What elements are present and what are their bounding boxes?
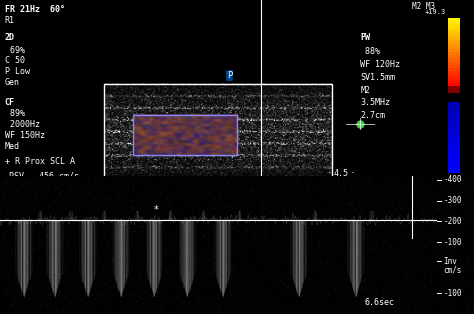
Bar (448, 24, 460, 28)
Text: P Low: P Low (5, 68, 30, 76)
Bar (448, 99, 460, 102)
Bar (448, 142, 460, 145)
Text: Inv: Inv (443, 257, 457, 266)
Text: 89%: 89% (5, 109, 25, 118)
Bar (448, 68, 460, 71)
Text: 4.5: 4.5 (334, 170, 349, 178)
Bar (448, 34, 460, 37)
Text: 2000Hz: 2000Hz (5, 120, 40, 129)
Bar (448, 167, 460, 170)
Bar (448, 58, 460, 62)
Text: 3.5MHz: 3.5MHz (360, 98, 390, 107)
Text: FR 21Hz  60°: FR 21Hz 60° (5, 5, 65, 14)
Text: WF 120Hz: WF 120Hz (360, 60, 400, 69)
Bar (448, 37, 460, 40)
Bar (448, 43, 460, 46)
Text: -300: -300 (443, 196, 462, 205)
Bar (448, 74, 460, 77)
Bar (448, 117, 460, 120)
Bar (448, 139, 460, 142)
Text: Gen: Gen (5, 78, 20, 87)
Bar (448, 46, 460, 49)
Bar (448, 161, 460, 164)
Bar (133, 115, 237, 155)
Text: Med: Med (5, 142, 20, 151)
Text: CF: CF (5, 98, 15, 107)
Bar (448, 77, 460, 80)
Bar (448, 80, 460, 83)
Bar (448, 95, 460, 99)
Text: SV1.5mm: SV1.5mm (360, 73, 395, 82)
Text: cm/s: cm/s (462, 180, 474, 186)
Bar (448, 93, 460, 95)
Text: *: * (154, 204, 159, 214)
Text: 88%: 88% (360, 47, 380, 56)
Text: P: P (227, 71, 232, 80)
Text: 2.7cm: 2.7cm (360, 111, 385, 120)
Bar (448, 170, 460, 173)
Bar (448, 28, 460, 30)
Text: 6.6sec: 6.6sec (364, 298, 394, 307)
Text: M2: M2 (360, 86, 370, 95)
Bar (448, 151, 460, 154)
Text: PW: PW (360, 33, 370, 42)
Bar (448, 105, 460, 108)
Bar (448, 145, 460, 148)
Text: ·: · (328, 169, 332, 178)
Bar (448, 52, 460, 55)
Bar (448, 108, 460, 111)
Text: PSV  -456 cm/s: PSV -456 cm/s (9, 171, 80, 180)
Bar (448, 114, 460, 117)
Bar (448, 83, 460, 86)
Text: -200: -200 (443, 217, 462, 226)
Text: cm/s: cm/s (443, 265, 462, 274)
Bar (448, 30, 460, 34)
Bar (448, 55, 460, 58)
Bar (448, 120, 460, 123)
Bar (448, 89, 460, 93)
Text: R1: R1 (5, 16, 15, 25)
Bar (448, 49, 460, 52)
Text: -100: -100 (443, 289, 462, 298)
Bar (448, 71, 460, 74)
Bar (448, 133, 460, 136)
Text: WF 150Hz: WF 150Hz (5, 131, 45, 140)
Text: +19.3: +19.3 (424, 9, 446, 15)
Text: C 50: C 50 (5, 57, 25, 65)
Bar (448, 123, 460, 127)
Bar (448, 148, 460, 151)
Bar (448, 18, 460, 21)
Text: M2 M3: M2 M3 (412, 2, 436, 11)
Bar (448, 154, 460, 158)
Bar (448, 130, 460, 133)
Text: + R Prox SCL A: + R Prox SCL A (5, 157, 75, 165)
Bar (448, 86, 460, 89)
Text: ·: · (351, 169, 355, 178)
Bar (448, 111, 460, 114)
Bar (448, 62, 460, 65)
Bar (448, 164, 460, 167)
Text: 69%: 69% (5, 46, 25, 55)
Bar (448, 102, 460, 105)
Text: -100: -100 (443, 238, 462, 247)
Bar (448, 136, 460, 139)
Bar (448, 127, 460, 130)
Text: -19.3: -19.3 (424, 177, 446, 183)
Bar (448, 158, 460, 161)
Text: 2D: 2D (5, 33, 15, 42)
Text: -400: -400 (443, 176, 462, 185)
Bar (448, 21, 460, 24)
Bar (448, 65, 460, 68)
Bar (448, 40, 460, 43)
